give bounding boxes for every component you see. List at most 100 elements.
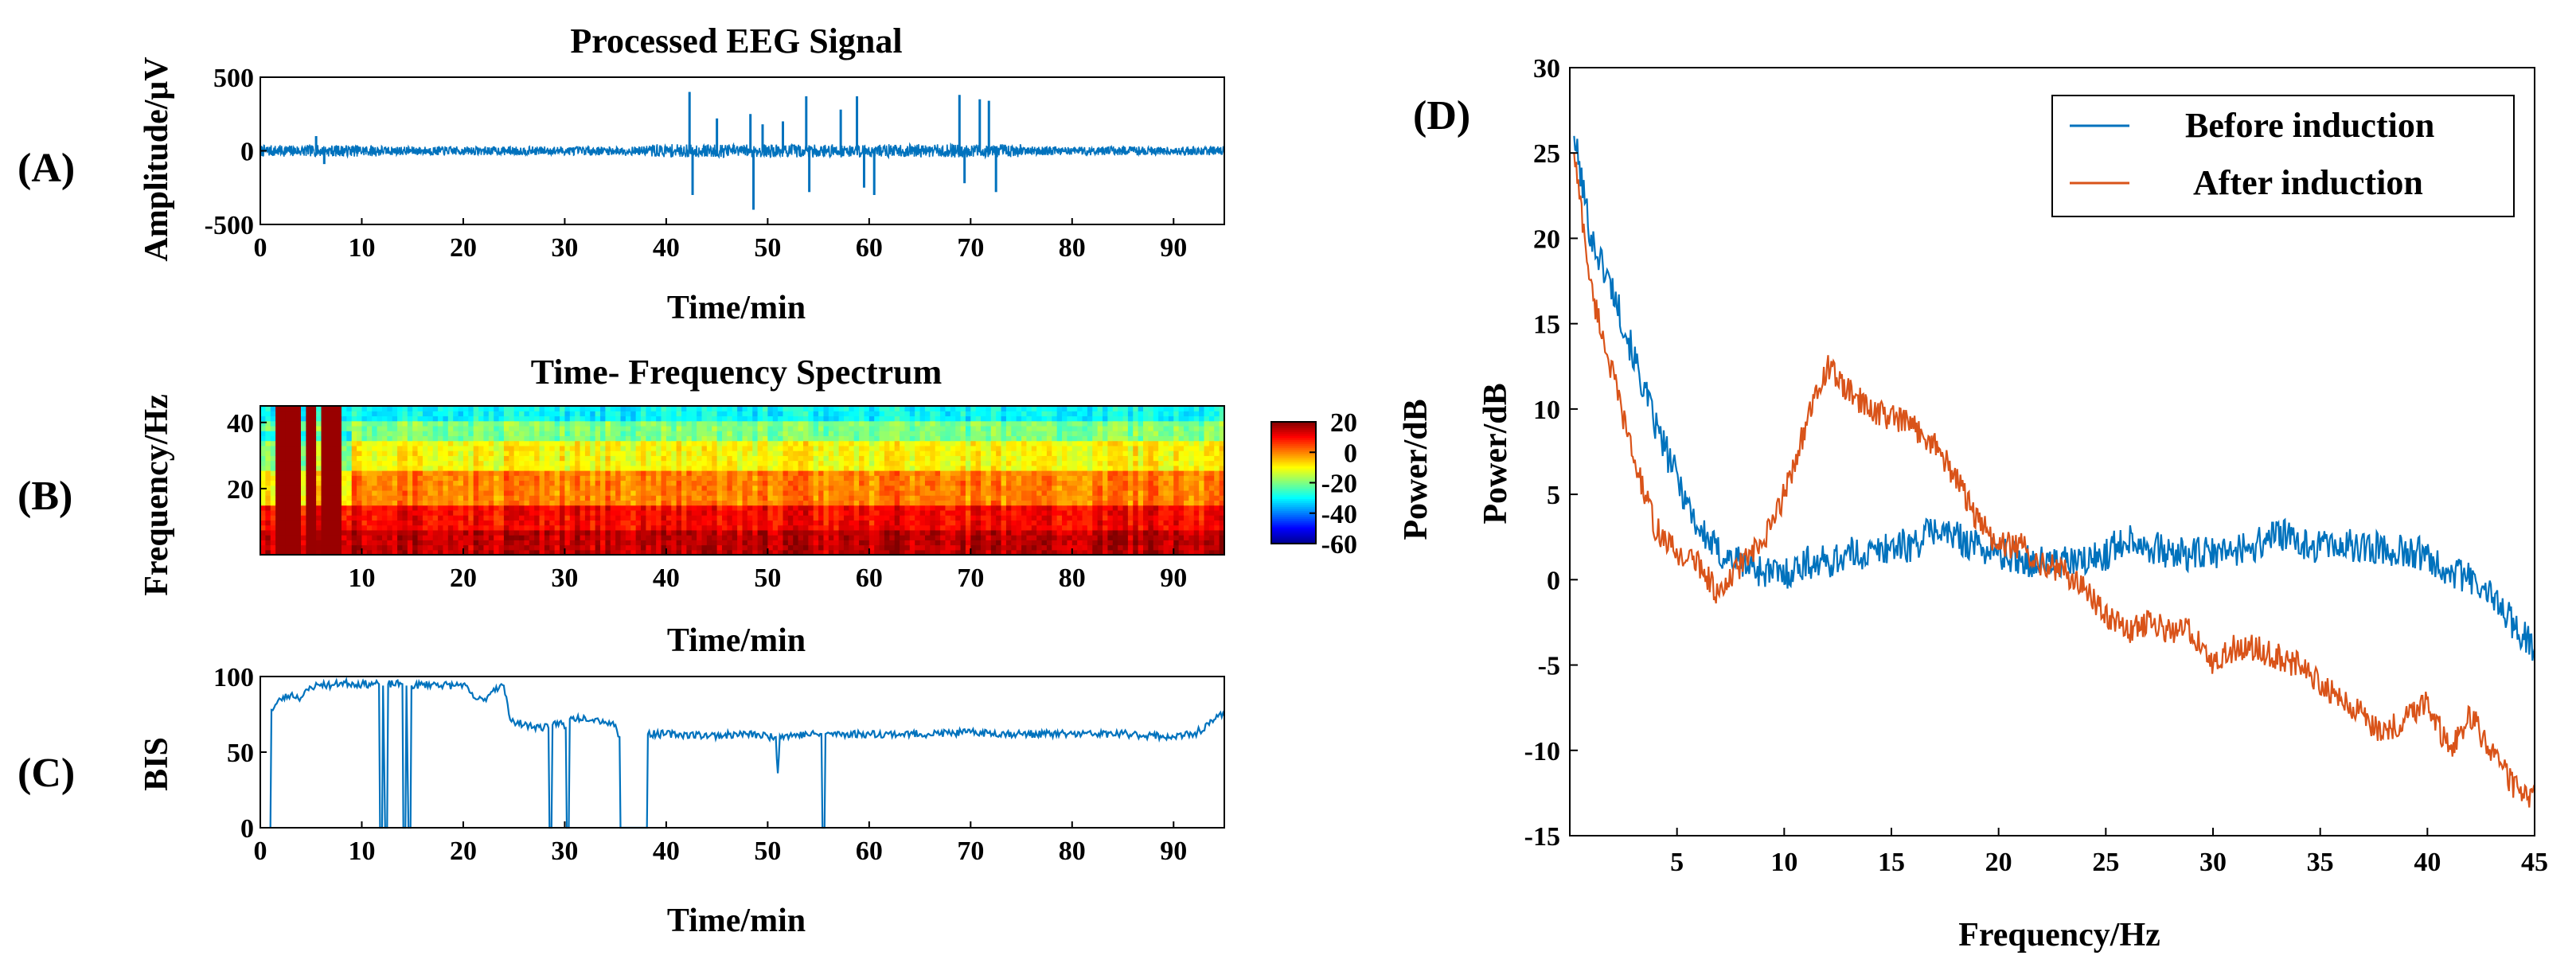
spectrogram-cell (270, 529, 276, 536)
spectrogram-cell (656, 465, 662, 471)
spectrogram-cell (732, 515, 738, 521)
spectrogram-cell (838, 485, 845, 491)
spectrogram-cell (727, 549, 733, 556)
spectrogram-cell (772, 515, 779, 521)
spectrogram-cell (285, 460, 291, 466)
spectrogram-cell (306, 455, 312, 462)
spectrogram-cell (828, 465, 834, 471)
spectrogram-cell (802, 440, 809, 447)
spectrogram-cell (366, 460, 373, 466)
spectrogram-cell (357, 540, 363, 546)
spectrogram-cell (986, 420, 992, 427)
spectrogram-cell (306, 549, 312, 556)
spectrogram-cell (494, 470, 500, 476)
spectrogram-cell (742, 549, 748, 556)
spectrogram-cell (372, 505, 378, 511)
spectrogram-cell (494, 535, 500, 540)
spectrogram-cell (808, 535, 814, 540)
spectrogram-cell (691, 549, 697, 556)
spectrogram-cell (930, 465, 936, 471)
spectrogram-cell (615, 549, 622, 556)
spectrogram-cell (498, 529, 505, 536)
spectrogram-cell (291, 520, 297, 526)
spectrogram-cell (970, 431, 977, 436)
spectrogram-cell (772, 415, 779, 422)
spectrogram-cell (889, 435, 896, 442)
spectrogram-cell (676, 529, 682, 536)
spectrogram-cell (560, 406, 566, 411)
spectrogram-cell (407, 440, 413, 447)
spectrogram-cell (859, 544, 865, 551)
spectrogram-cell (681, 509, 687, 516)
spectrogram-cell (742, 415, 748, 422)
spectrogram-cell (641, 440, 646, 447)
spectrogram-cell (802, 445, 809, 451)
spectrogram-cell (970, 515, 977, 521)
spectrogram-cell (697, 445, 703, 451)
spectrogram-cell (351, 470, 357, 476)
spectrogram-cell (310, 415, 317, 422)
spectrogram-cell (427, 425, 434, 431)
spectrogram-cell (524, 420, 530, 427)
spectrogram-cell (671, 524, 677, 531)
spectrogram-cell (960, 485, 966, 491)
spectrogram-cell (427, 420, 434, 427)
spectrogram-cell (453, 500, 459, 506)
spectrogram-cell (656, 470, 662, 476)
spectrogram-cell (681, 425, 687, 431)
spectrogram-cell (716, 435, 723, 442)
spectrogram-cell (935, 435, 941, 442)
spectrogram-cell (868, 520, 875, 526)
spectrogram-cell (681, 544, 687, 551)
spectrogram-cell (737, 431, 744, 436)
spectrogram-cell (554, 411, 560, 417)
spectrogram-cell (458, 540, 464, 546)
spectrogram-cell (381, 485, 388, 491)
spectrogram-cell (732, 480, 738, 486)
spectrogram-cell (706, 475, 712, 482)
spectrogram-cell (833, 445, 840, 451)
spectrogram-cell (1001, 540, 1007, 546)
spectrogram-cell (924, 420, 931, 427)
spectrogram-cell (930, 470, 936, 476)
spectrogram-cell (691, 495, 697, 501)
spectrogram-cell (1052, 480, 1058, 486)
spectrogram-cell (823, 549, 829, 556)
spectrogram-cell (351, 505, 357, 511)
spectrogram-cell (762, 480, 768, 486)
spectrogram-cell (665, 515, 672, 521)
spectrogram-cell (757, 524, 763, 531)
spectrogram-cell (422, 406, 428, 411)
spectrogram-cell (275, 544, 282, 551)
spectrogram-cell (473, 435, 479, 442)
spectrogram-cell (716, 480, 723, 486)
spectrogram-cell (560, 500, 566, 506)
spectrogram-cell (1026, 425, 1032, 431)
spectrogram-cell (945, 495, 951, 501)
spectrogram-cell (783, 420, 789, 427)
spectrogram-cell (610, 520, 616, 526)
spectrogram-cell (291, 480, 297, 486)
spectrogram-cell (316, 515, 322, 521)
spectrogram-cell (747, 509, 753, 516)
spectrogram-cell (843, 515, 849, 521)
spectrogram-cell (615, 480, 622, 486)
spectrogram-cell (752, 411, 759, 417)
spectrogram-cell (960, 520, 966, 526)
spectrogram-cell (661, 489, 667, 496)
spectrogram-cell (513, 435, 520, 442)
spectrogram-cell (407, 489, 413, 496)
spectrogram-cell (1071, 465, 1078, 471)
spectrogram-cell (868, 465, 875, 471)
spectrogram-cell (833, 406, 840, 411)
spectrogram-cell (1077, 480, 1083, 486)
spectrogram-cell (935, 455, 941, 462)
spectrogram-cell (524, 460, 530, 466)
spectrogram-cell (646, 509, 652, 516)
spectrogram-cell (310, 515, 317, 521)
spectrogram-cell (1005, 435, 1012, 442)
spectrogram-cell (732, 549, 738, 556)
spectrogram-cell (590, 420, 596, 427)
spectrogram-cell (306, 485, 312, 491)
spectrogram-cell (879, 431, 885, 436)
